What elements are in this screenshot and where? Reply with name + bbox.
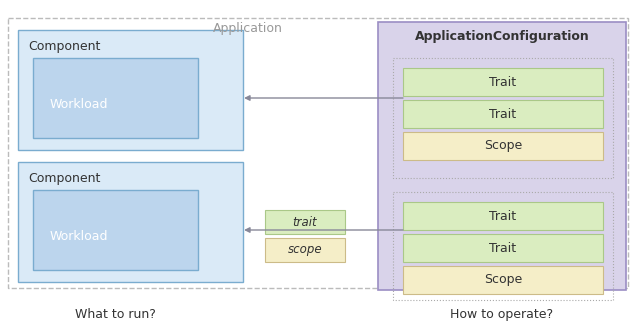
FancyBboxPatch shape <box>403 132 603 160</box>
FancyBboxPatch shape <box>33 190 198 270</box>
FancyBboxPatch shape <box>403 68 603 96</box>
Text: Trait: Trait <box>489 108 516 121</box>
FancyBboxPatch shape <box>265 210 345 234</box>
FancyBboxPatch shape <box>403 100 603 128</box>
Text: Trait: Trait <box>489 242 516 255</box>
FancyBboxPatch shape <box>403 266 603 294</box>
FancyBboxPatch shape <box>18 162 243 282</box>
FancyBboxPatch shape <box>403 234 603 262</box>
FancyBboxPatch shape <box>378 22 626 290</box>
Text: How to operate?: How to operate? <box>450 308 554 321</box>
FancyBboxPatch shape <box>403 202 603 230</box>
FancyBboxPatch shape <box>33 58 198 138</box>
Text: Scope: Scope <box>484 140 522 153</box>
Text: Application: Application <box>213 22 283 35</box>
Text: ApplicationConfiguration: ApplicationConfiguration <box>415 30 589 43</box>
Text: Workload: Workload <box>50 98 108 111</box>
Text: Trait: Trait <box>489 210 516 223</box>
Text: Trait: Trait <box>489 76 516 88</box>
Text: trait: trait <box>292 215 317 229</box>
FancyBboxPatch shape <box>18 30 243 150</box>
Text: Component: Component <box>28 40 100 53</box>
Text: What to run?: What to run? <box>75 308 155 321</box>
Text: Component: Component <box>28 172 100 185</box>
FancyBboxPatch shape <box>265 238 345 262</box>
Text: scope: scope <box>288 244 322 257</box>
Text: Workload: Workload <box>50 230 108 243</box>
Text: Scope: Scope <box>484 274 522 287</box>
